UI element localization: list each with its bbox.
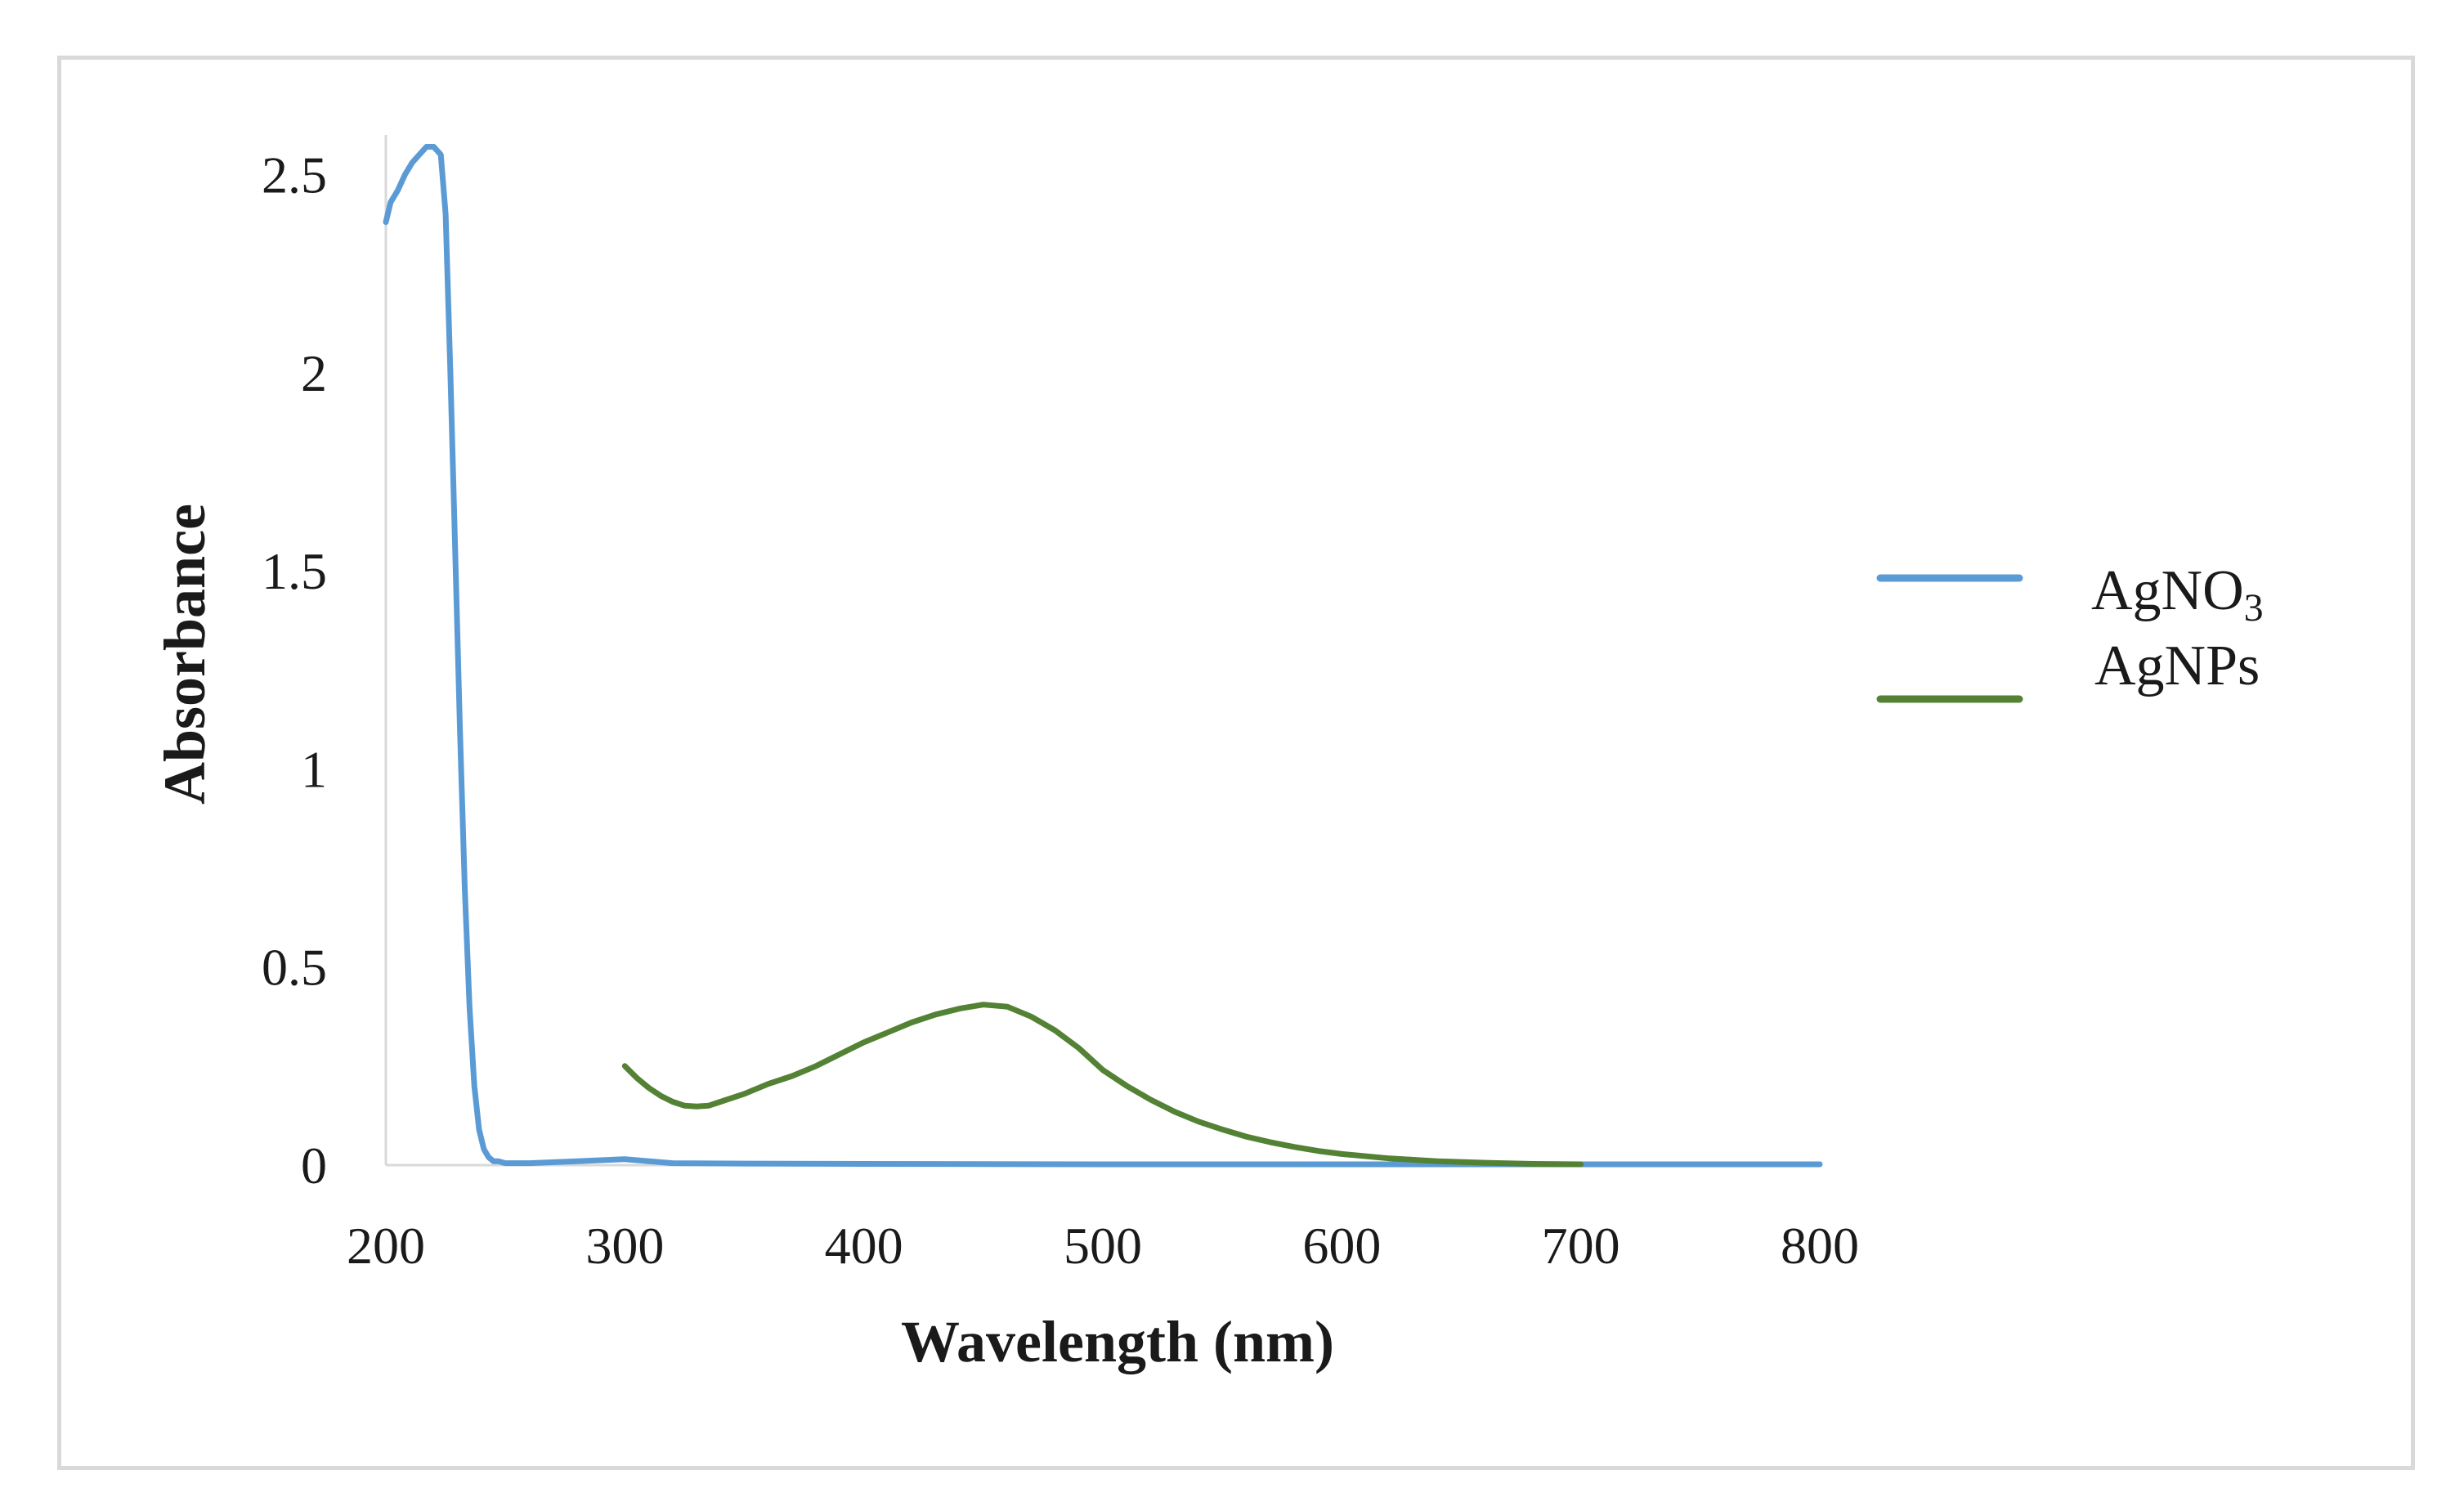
y-tick-label: 2 <box>301 344 327 402</box>
x-tick-label: 200 <box>347 1217 425 1275</box>
y-axis-title: Absorbance <box>152 504 217 805</box>
x-axis-title: Wavelength (nm) <box>901 1309 1334 1374</box>
x-tick-label: 300 <box>585 1217 664 1275</box>
series-line-agno3 <box>383 144 1823 1168</box>
legend: AgNO3 AgNPs <box>1876 559 2264 703</box>
axes <box>384 135 1820 1167</box>
x-tick-label: 700 <box>1542 1217 1620 1275</box>
series-layer <box>383 144 1823 1168</box>
x-tick-label: 500 <box>1064 1217 1142 1275</box>
y-tick-label: 0 <box>301 1137 327 1195</box>
x-tick-label: 400 <box>825 1217 903 1275</box>
x-tick-label: 600 <box>1302 1217 1381 1275</box>
y-tick-label: 0.5 <box>262 939 327 997</box>
series-line-agnps <box>621 1002 1584 1168</box>
tick-labels: 200 300 400 500 600 700 800 0 0.5 1 1.5 2 2.5 <box>262 146 1859 1275</box>
x-tick-label: 800 <box>1781 1217 1859 1275</box>
legend-label-agnps: AgNPs <box>2094 634 2260 697</box>
y-tick-label: 1 <box>301 740 327 798</box>
y-tick-label: 2.5 <box>262 146 327 204</box>
y-tick-label: 1.5 <box>262 542 327 600</box>
legend-label-agno3: AgNO3 <box>2091 559 2264 630</box>
